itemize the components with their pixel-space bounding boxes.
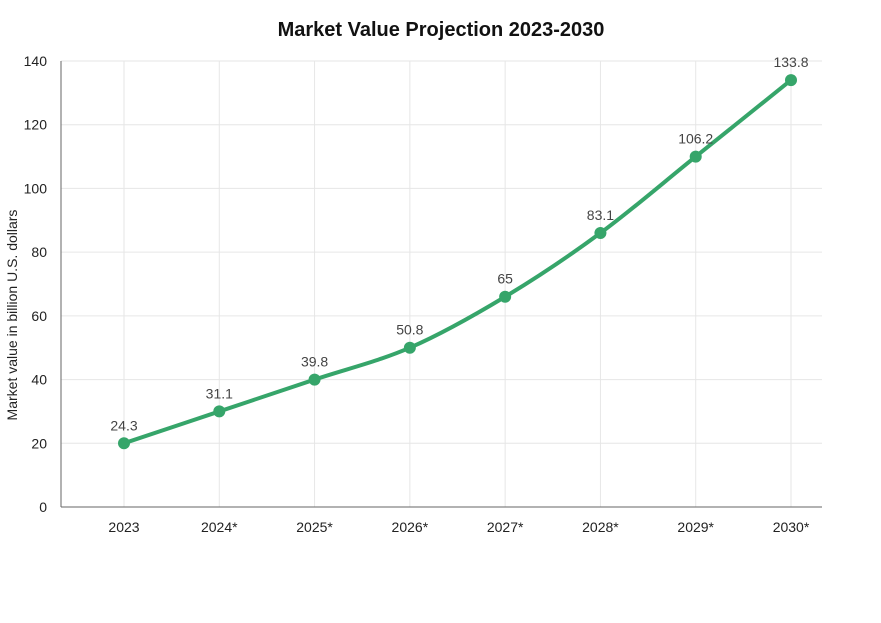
y-axis-label: Market value in billion U.S. dollars xyxy=(4,210,20,421)
x-tick-label: 2030* xyxy=(773,519,810,535)
data-point[interactable] xyxy=(213,405,226,418)
data-point[interactable] xyxy=(118,437,130,450)
chart-title: Market Value Projection 2023-2030 xyxy=(278,19,605,41)
data-point[interactable] xyxy=(689,150,702,163)
data-label: 106.2 xyxy=(678,131,713,147)
x-tick-label: 2024* xyxy=(201,519,238,535)
x-tick-label: 2027* xyxy=(487,519,524,535)
x-tick-label: 2025* xyxy=(296,519,333,535)
grid-lines xyxy=(61,60,822,507)
data-label: 31.1 xyxy=(206,385,233,401)
data-label: 39.8 xyxy=(301,354,328,370)
y-tick-label: 120 xyxy=(24,117,48,133)
data-label: 24.3 xyxy=(110,417,137,433)
y-tick-label: 40 xyxy=(31,372,47,388)
x-tick-label: 2023 xyxy=(108,519,139,535)
data-label: 83.1 xyxy=(587,207,614,223)
y-tick-labels: 0 20 40 60 80 100 120 140 xyxy=(24,53,48,515)
data-label: 50.8 xyxy=(396,322,423,338)
series-layer xyxy=(118,74,797,450)
x-tick-label: 2029* xyxy=(677,519,714,535)
y-tick-label: 60 xyxy=(31,308,47,324)
data-point[interactable] xyxy=(594,227,607,240)
y-tick-label: 140 xyxy=(24,53,48,69)
data-label: 133.8 xyxy=(773,54,808,70)
y-tick-label: 0 xyxy=(39,499,47,515)
y-tick-label: 20 xyxy=(31,435,47,451)
axes xyxy=(60,61,822,508)
data-label: 65 xyxy=(497,271,513,287)
data-point[interactable] xyxy=(499,290,512,303)
data-point[interactable] xyxy=(308,373,321,386)
x-tick-labels: 2023 2024* 2025* 2026* 2027* 2028* 2029* 2030* xyxy=(108,519,809,535)
data-point[interactable] xyxy=(403,341,416,354)
x-tick-label: 2028* xyxy=(582,519,619,535)
y-tick-label: 100 xyxy=(24,180,48,196)
data-point[interactable] xyxy=(785,74,797,87)
x-tick-label: 2026* xyxy=(392,519,429,535)
y-tick-label: 80 xyxy=(31,244,47,260)
data-labels: 24.3 31.1 39.8 50.8 65 83.1 106.2 133.8 xyxy=(110,54,808,433)
